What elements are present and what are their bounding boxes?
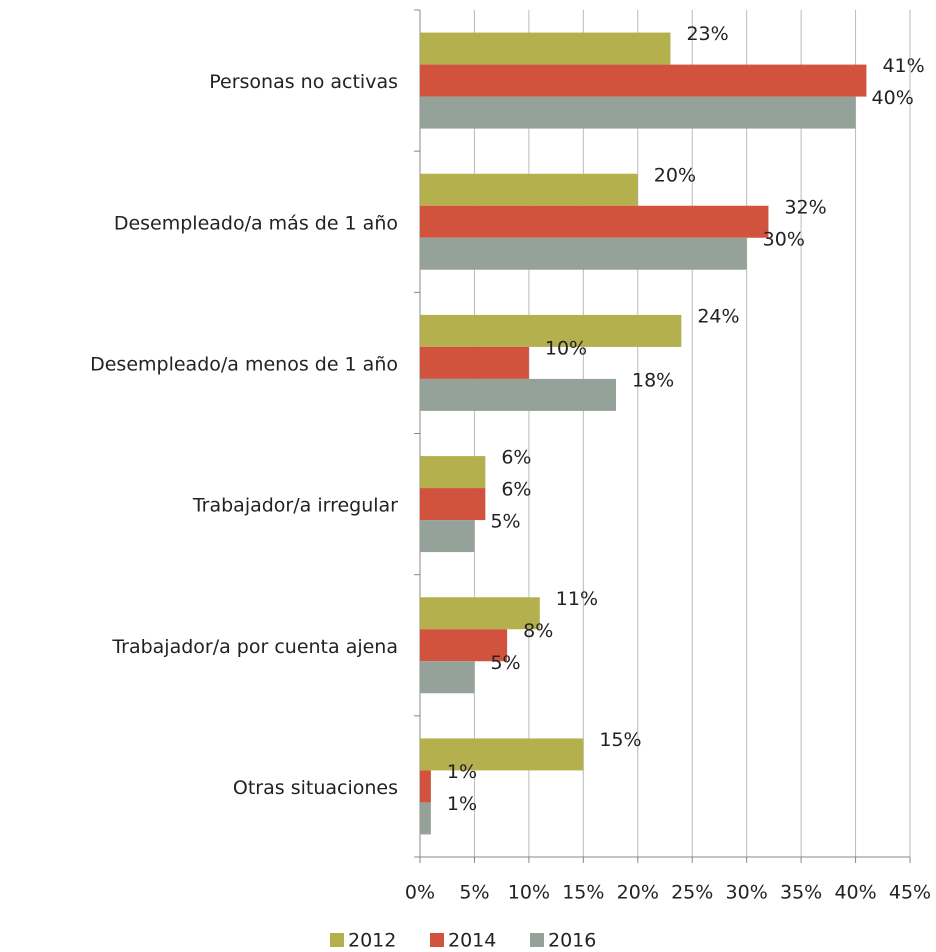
legend-label: 2016 — [548, 930, 596, 952]
data-label: 15% — [599, 729, 641, 751]
y-tick-label: Desempleado/a menos de 1 año — [90, 353, 398, 375]
data-label: 10% — [545, 337, 587, 359]
x-tick-label: 35% — [780, 882, 822, 904]
y-tick-label: Otras situaciones — [233, 777, 398, 799]
data-label: 41% — [882, 55, 924, 77]
bar — [420, 173, 638, 206]
bar — [420, 456, 486, 489]
x-tick-label: 15% — [562, 882, 604, 904]
data-label: 24% — [697, 305, 739, 327]
data-label: 32% — [784, 196, 826, 218]
data-label: 18% — [632, 369, 674, 391]
bar — [420, 629, 508, 662]
bar — [420, 32, 671, 65]
bar — [420, 661, 475, 694]
x-tick-label: 30% — [726, 882, 768, 904]
bar — [420, 488, 486, 521]
x-tick-label: 5% — [459, 882, 489, 904]
data-label: 6% — [501, 447, 531, 469]
x-tick-label: 10% — [508, 882, 550, 904]
legend-label: 2012 — [348, 930, 396, 952]
bar — [420, 597, 540, 630]
data-label: 1% — [447, 793, 477, 815]
legend-label: 2014 — [448, 930, 496, 952]
bar — [420, 314, 682, 347]
y-tick-label: Desempleado/a más de 1 año — [114, 212, 398, 234]
x-tick-label: 40% — [834, 882, 876, 904]
data-label: 6% — [501, 479, 531, 501]
data-label: 30% — [763, 228, 805, 250]
bar — [420, 237, 747, 270]
legend-swatch — [530, 933, 544, 947]
bar — [420, 205, 769, 238]
bar — [420, 64, 867, 97]
data-label: 5% — [490, 511, 520, 533]
bar — [420, 520, 475, 553]
data-label: 1% — [447, 761, 477, 783]
data-label: 23% — [686, 23, 728, 45]
bar — [420, 738, 584, 771]
data-label: 40% — [872, 87, 914, 109]
bar — [420, 378, 616, 411]
x-tick-label: 20% — [617, 882, 659, 904]
x-tick-label: 0% — [405, 882, 435, 904]
bar — [420, 96, 856, 129]
bar — [420, 770, 431, 803]
x-tick-label: 25% — [671, 882, 713, 904]
bar — [420, 346, 529, 379]
data-label: 20% — [654, 164, 696, 186]
y-tick-label: Trabajador/a por cuenta ajena — [111, 636, 398, 658]
y-tick-label: Trabajador/a irregular — [192, 495, 398, 517]
bar — [420, 802, 431, 835]
x-tick-label: 45% — [889, 882, 931, 904]
y-tick-label: Personas no activas — [209, 71, 398, 93]
data-label: 11% — [556, 588, 598, 610]
legend-swatch — [430, 933, 444, 947]
data-label: 5% — [490, 652, 520, 674]
legend-swatch — [330, 933, 344, 947]
data-label: 8% — [523, 620, 553, 642]
